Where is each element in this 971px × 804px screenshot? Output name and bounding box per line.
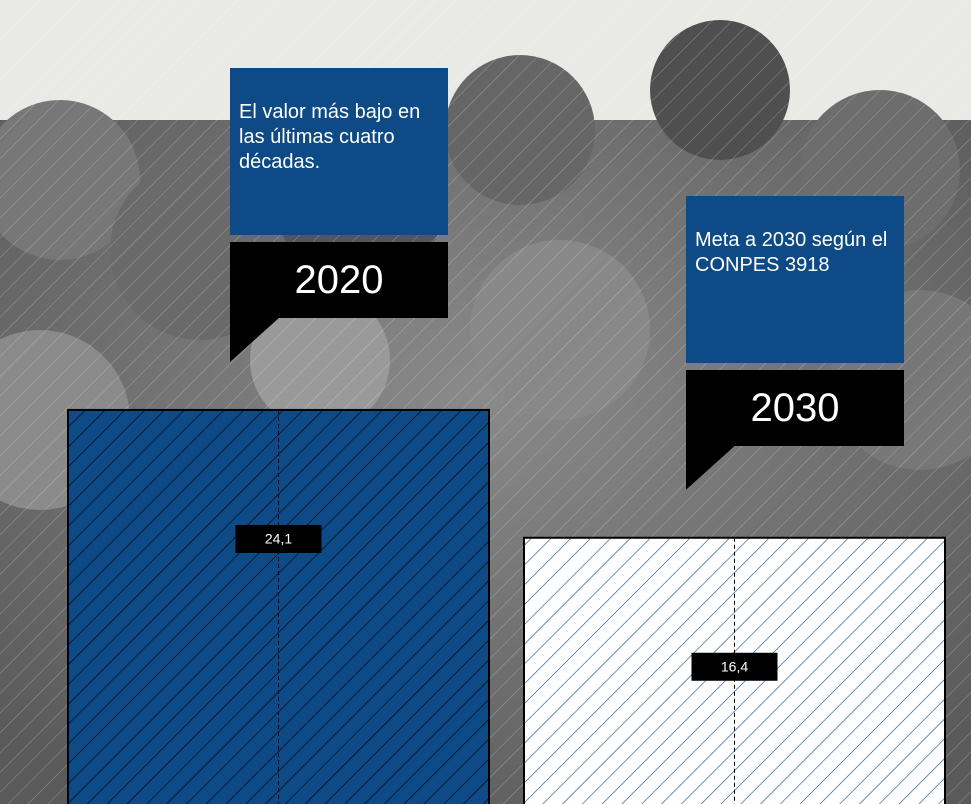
value-label-bg xyxy=(691,652,778,681)
callout-pointer xyxy=(686,444,736,490)
value-label: 16,4 xyxy=(721,658,748,674)
annotation: Meta a 2030 según el CONPES 3918 xyxy=(686,195,904,363)
category-label: 2020 xyxy=(230,241,448,318)
callout-pointer xyxy=(230,316,280,362)
category-label: 2030 xyxy=(686,369,904,446)
value-label: 24,1 xyxy=(265,531,292,547)
annotation: El valor más bajo en las últimas cuatro … xyxy=(230,67,448,235)
value-label-bg xyxy=(235,524,322,553)
